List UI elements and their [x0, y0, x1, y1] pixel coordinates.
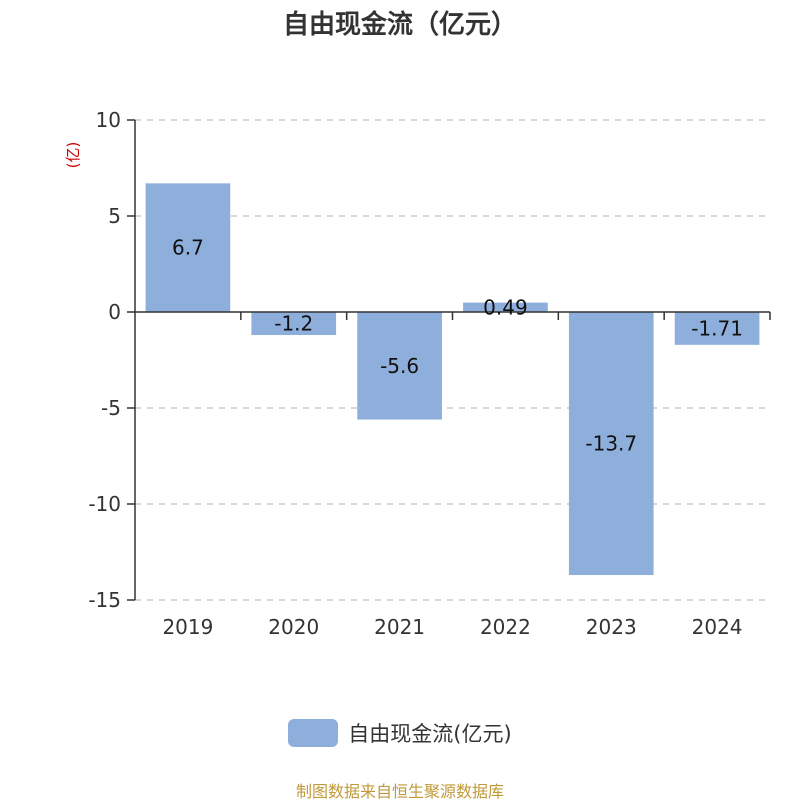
y-tick-label: -5: [101, 396, 121, 420]
y-tick-label: 10: [96, 108, 121, 132]
legend: 自由现金流(亿元): [0, 718, 800, 748]
bar: [674, 312, 760, 345]
bar: [357, 312, 442, 420]
x-tick-labels: 2019 2020 2021 2022 2023 2024: [162, 615, 742, 639]
legend-swatch: [288, 719, 339, 747]
y-axis-unit-label: (亿): [64, 142, 82, 169]
x-tick-label: 2023: [586, 615, 637, 639]
bar-value-label: 0.49: [483, 295, 528, 319]
x-tick-label: 2019: [162, 615, 213, 639]
bar-value-label: -1.2: [274, 312, 313, 336]
y-tick-label: 0: [108, 300, 121, 324]
x-tick-label: 2022: [480, 615, 531, 639]
y-tick-label: -15: [88, 588, 121, 612]
bar-value-label: -5.6: [380, 354, 419, 378]
bar: [463, 302, 548, 312]
bar-value-label: -1.71: [691, 316, 743, 340]
x-tick-label: 2021: [374, 615, 425, 639]
bar: [568, 312, 654, 576]
bar: [145, 183, 231, 312]
x-tick-label: 2024: [692, 615, 743, 639]
legend-label: 自由现金流(亿元): [348, 722, 512, 746]
y-tick-label: 5: [108, 204, 121, 228]
y-tick-label: -10: [88, 492, 121, 516]
grid-lines: [135, 119, 770, 601]
bars: [145, 183, 760, 576]
bar: [251, 312, 337, 336]
axes: [134, 120, 771, 600]
chart-title: 自由现金流（亿元）: [282, 10, 517, 40]
bar-value-label: -13.7: [585, 432, 637, 456]
x-tick-label: 2020: [268, 615, 319, 639]
source-note: 制图数据来自恒生聚源数据库: [295, 782, 504, 801]
data-labels: 6.7 -1.2 -5.6 0.49 -13.7 -1.71: [172, 236, 743, 456]
bar-value-label: 6.7: [172, 236, 204, 260]
y-tick-labels: 10 5 0 -5 -10 -15: [88, 108, 135, 612]
